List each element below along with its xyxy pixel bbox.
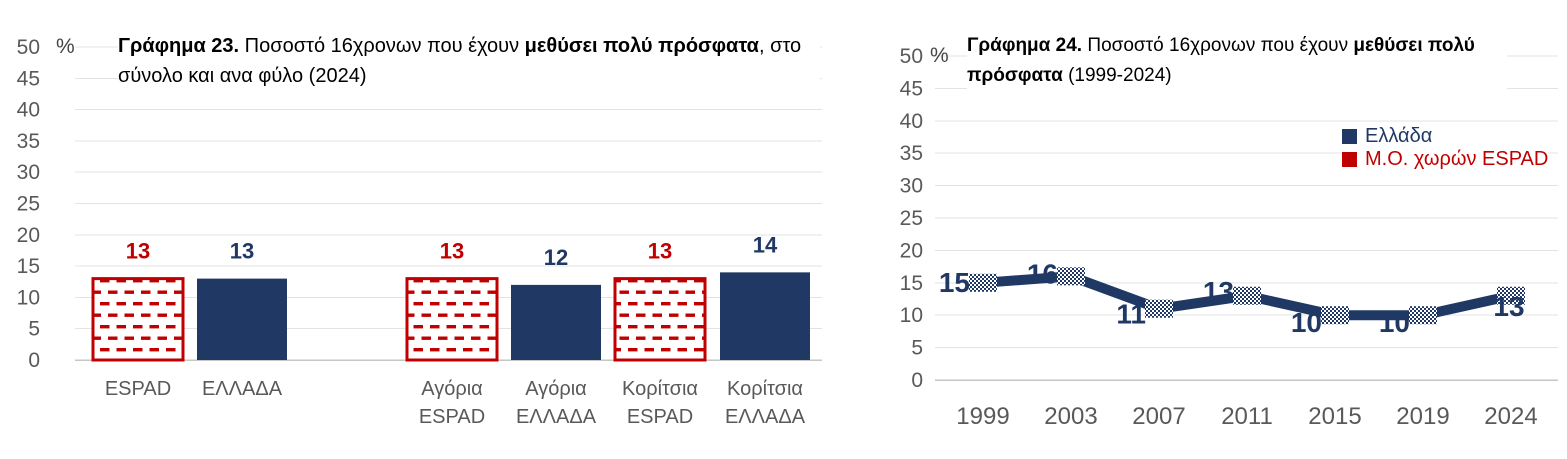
data-point-marker-2011 <box>1233 286 1261 305</box>
y-tick-label-10: 10 <box>17 286 40 309</box>
point-value-label-1999: 15 <box>939 267 970 298</box>
x-tick-label-2003: 2003 <box>1044 403 1097 430</box>
legend-label-greece: Ελλάδα <box>1365 125 1433 147</box>
x-category-label-1-0: ΕΛΛΑΔΑ <box>202 378 283 400</box>
title-line: Γράφημα 24. Ποσοστό 16χρονων που έχουν μ… <box>967 31 1507 61</box>
bar-value-label-1: 13 <box>230 239 254 264</box>
chart-24-line: 0 5 10 15 20 25 30 35 40 45 50% 1999 2003 2007 2011 201… <box>880 0 1567 459</box>
x-category-label-4-1: ESPAD <box>627 406 693 428</box>
bar-espad-0 <box>91 277 185 362</box>
x-category-label-0-0: ESPAD <box>105 378 171 400</box>
title-segment: Ποσοστό 16χρονων που έχουν <box>1082 35 1354 56</box>
y-tick-label-40: 40 <box>900 110 923 133</box>
title-segment: Ποσοστό 16χρονων που έχουν <box>239 35 525 57</box>
title-line: πρόσφατα (1999-2024) <box>967 61 1507 91</box>
x-tick-label-2015: 2015 <box>1308 403 1361 430</box>
bar-greece-5 <box>720 272 810 360</box>
title-segment-bold: μεθύσει πολύ πρόσφατα <box>524 35 759 57</box>
data-point-marker-2015 <box>1321 306 1349 325</box>
y-tick-label-5: 5 <box>28 318 40 341</box>
chart-24-legend: Ελλάδα Μ.Ο. χωρών ESPAD <box>1342 125 1549 171</box>
point-value-label-2024: 13 <box>1493 291 1524 322</box>
point-value-label-2011: 13 <box>1203 276 1234 307</box>
y-tick-label-0: 0 <box>28 349 40 372</box>
legend-row-espad-avg: Μ.Ο. χωρών ESPAD <box>1342 148 1548 171</box>
point-value-label-2007: 11 <box>1116 299 1146 330</box>
x-category-label-5-0: Κορίτσια <box>727 378 803 400</box>
x-category-label-2-1: ESPAD <box>419 406 485 428</box>
y-tick-label-35: 35 <box>17 130 40 153</box>
bar-greece-1 <box>197 278 287 360</box>
title-segment: , στο <box>758 35 802 57</box>
legend-label-espad-avg: Μ.Ο. χωρών ESPAD <box>1365 148 1549 170</box>
x-category-label-5-1: ΕΛΛΑΔΑ <box>725 406 806 428</box>
chart-23-bar: 0 5 10 15 20 25 30 35 40 45 50% 13 ESPAD 13 ΕΛΛΑΔΑ 13 Αγ… <box>16 31 822 428</box>
point-value-label-2015: 10 <box>1291 307 1322 338</box>
y-tick-label-35: 35 <box>900 142 923 165</box>
x-category-label-3-1: ΕΛΛΑΔΑ <box>516 406 597 428</box>
x-tick-label-2024: 2024 <box>1484 403 1537 430</box>
legend-row-greece: Ελλάδα <box>1342 125 1548 148</box>
x-tick-label-2011: 2011 <box>1221 403 1273 430</box>
y-tick-label-10: 10 <box>900 304 923 327</box>
bar-value-label-2: 13 <box>440 239 464 264</box>
data-point-marker-2003 <box>1057 267 1085 286</box>
chart-24-plot: 0 5 10 15 20 25 30 35 40 45 50 % 1999 2003 2007 2011 201… <box>900 44 1558 430</box>
y-tick-label-20: 20 <box>900 239 923 262</box>
point-value-label-2003: 16 <box>1027 258 1058 289</box>
x-category-label-2-0: Αγόρια <box>421 378 482 400</box>
y-tick-label-30: 30 <box>900 175 923 198</box>
title-segment-bold: πρόσφατα <box>967 65 1063 86</box>
data-point-marker-2024 <box>1497 286 1525 305</box>
x-category-label-4-0: Κορίτσια <box>622 378 698 400</box>
title-segment: σύνολο και ανα φύλο (2024) <box>118 65 367 87</box>
y-tick-label-15: 15 <box>900 272 923 295</box>
title-line: Γράφημα 23. Ποσοστό 16χρονων που έχουν μ… <box>118 31 820 61</box>
legend-swatch-greece <box>1342 129 1357 144</box>
legend-swatch-espad-avg <box>1342 152 1357 167</box>
bar-espad-2 <box>405 277 499 362</box>
title-segment-bold: Γράφημα 24. <box>967 35 1083 56</box>
chart-23-plot: 0 5 10 15 20 25 30 35 40 45 50 % 13 ESPAD 13 ΕΛΛΑΔΑ 13 Αγ… <box>17 35 822 428</box>
data-point-marker-1999 <box>969 273 997 292</box>
x-tick-label-2007: 2007 <box>1132 403 1185 430</box>
chart-24-title: Γράφημα 24. Ποσοστό 16χρονων που έχουν μ… <box>967 31 1507 91</box>
x-tick-label-1999: 1999 <box>956 403 1009 430</box>
percent-axis-label: % <box>56 35 75 58</box>
bar-value-label-5: 14 <box>753 232 778 257</box>
y-tick-label-40: 40 <box>17 99 40 122</box>
y-tick-label-50: 50 <box>900 45 923 68</box>
y-tick-label-30: 30 <box>17 161 40 184</box>
title-segment: (1999-2024) <box>1062 65 1172 86</box>
x-tick-label-2019: 2019 <box>1396 403 1449 430</box>
y-tick-label-20: 20 <box>17 224 40 247</box>
bar-value-label-0: 13 <box>126 239 150 264</box>
title-segment-bold: Γράφημα 23. <box>118 35 240 57</box>
percent-axis-label: % <box>930 44 949 67</box>
y-tick-label-0: 0 <box>911 369 923 392</box>
title-line: σύνολο και ανα φύλο (2024) <box>118 61 820 91</box>
y-tick-label-5: 5 <box>911 337 923 360</box>
bar-value-label-3: 12 <box>544 245 568 270</box>
y-tick-label-25: 25 <box>17 193 40 216</box>
bar-greece-3 <box>511 284 601 360</box>
bar-value-label-4: 13 <box>648 239 672 264</box>
data-point-marker-2007 <box>1145 299 1173 318</box>
data-point-marker-2019 <box>1409 306 1437 325</box>
y-tick-label-15: 15 <box>17 255 40 278</box>
title-segment-bold: μεθύσει πολύ <box>1353 35 1475 56</box>
y-tick-label-25: 25 <box>900 207 923 230</box>
y-tick-label-45: 45 <box>17 67 40 90</box>
x-category-label-3-0: Αγόρια <box>525 378 586 400</box>
y-tick-label-45: 45 <box>900 77 923 100</box>
chart-23-title: Γράφημα 23. Ποσοστό 16χρονων που έχουν μ… <box>118 31 820 91</box>
point-value-label-2019: 10 <box>1379 307 1410 338</box>
y-tick-label-50: 50 <box>17 36 40 59</box>
bar-espad-4 <box>613 277 707 362</box>
